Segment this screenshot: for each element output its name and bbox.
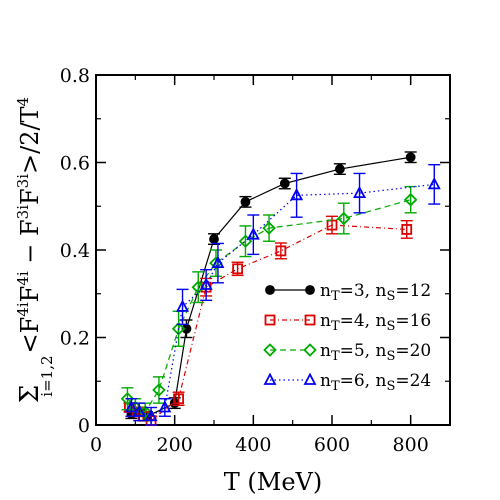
y-label-sup: 4i [14, 302, 32, 317]
data-point [173, 393, 185, 405]
legend-label: nT=6, nS=24 [320, 371, 431, 394]
y-label-sup: 3i [14, 205, 32, 220]
data-point [232, 263, 244, 275]
data-point [337, 211, 351, 226]
y-label-part: F [16, 188, 44, 205]
data-point [303, 372, 317, 385]
svg-text:Σi=1,2<F4iF4i − F3iF3i>/2/T4: Σi=1,2<F4iF4i − F3iF3i>/2/T4 [14, 97, 56, 403]
data-point [158, 400, 172, 413]
axis-ticks: 0 200 400 600 800 0 0.2 0.4 0.6 0.8 [60, 65, 450, 456]
data-point [120, 391, 135, 406]
y-label-sup: 3i [14, 174, 32, 189]
data-point [304, 314, 316, 326]
series-line [129, 224, 407, 422]
data-point [176, 299, 190, 312]
data-point [265, 285, 275, 295]
data-point [264, 314, 276, 326]
x-tick-label: 400 [235, 434, 271, 456]
x-tick-label: 0 [90, 434, 102, 456]
data-point [171, 321, 186, 336]
x-tick-label: 800 [393, 434, 429, 456]
data-point [275, 245, 287, 257]
data-point [303, 343, 317, 357]
legend-label: nT=4, nS=16 [320, 311, 431, 334]
data-point [240, 196, 251, 207]
data-point [263, 343, 277, 357]
y-label-part: >/2/T [16, 106, 44, 174]
data-point [199, 277, 213, 290]
data-point [334, 164, 345, 174]
data-point [353, 185, 367, 199]
data-point [403, 192, 418, 207]
y-label-part: <F [16, 317, 44, 354]
x-axis-label: T (MeV) [224, 468, 322, 496]
y-tick-label: 0.6 [60, 153, 90, 175]
data-point [290, 187, 304, 201]
y-label-sum-sub: i=1,2 [38, 355, 56, 396]
y-label-sup: 4 [14, 97, 32, 107]
y-label-sum: Σ [15, 385, 45, 403]
data-point [263, 372, 277, 385]
series-layer [120, 151, 441, 427]
y-axis-label: Σi=1,2<F4iF4i − F3iF3i>/2/T4 [14, 97, 56, 403]
data-point [144, 408, 158, 422]
series-triangle [124, 163, 441, 426]
x-tick-label: 200 [157, 434, 193, 456]
data-point [132, 404, 146, 417]
y-tick-label: 0.4 [60, 240, 90, 262]
legend-label: nT=3, nS=12 [320, 281, 431, 304]
y-tick-label: 0 [78, 415, 90, 437]
data-point [401, 224, 413, 235]
legend-label: nT=5, nS=20 [320, 341, 431, 364]
legend: nT=3, nS=12 nT=4, nS=16 nT=5, nS=20 nT=6, n… [263, 281, 431, 394]
data-point [305, 285, 315, 295]
data-point [246, 227, 260, 240]
data-point [152, 383, 166, 397]
data-point [279, 178, 290, 189]
data-point [427, 176, 441, 190]
x-tick-label: 600 [314, 434, 350, 456]
y-label-sup: 4i [14, 271, 32, 286]
y-label-part: F [16, 286, 44, 303]
data-point [262, 221, 276, 235]
y-tick-label: 0.2 [60, 328, 90, 350]
data-point [405, 152, 416, 163]
y-label-part: − F [16, 219, 44, 271]
data-point [209, 234, 219, 244]
data-point [191, 280, 206, 294]
data-point [124, 400, 138, 413]
data-point [211, 255, 225, 269]
y-tick-label: 0.8 [60, 65, 90, 87]
